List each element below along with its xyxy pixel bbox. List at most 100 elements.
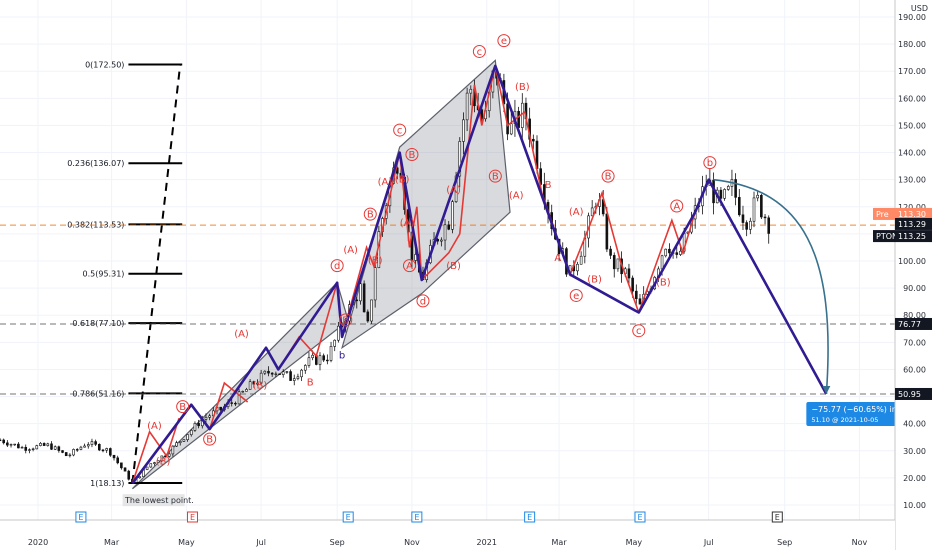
candle-body [337,325,340,341]
wave-label: (B) [156,456,171,467]
candle-body [53,446,57,450]
earnings-marker: E [186,511,198,523]
wave-label-circle [393,123,407,137]
premarket-tag-value: 113.30 [898,210,926,219]
earnings-marker: E [75,511,87,523]
wave-label: A [402,259,416,273]
candle-body [267,370,270,374]
lowest-point-bg [122,494,185,507]
candle-body [296,376,300,379]
candle-body [638,298,642,305]
wave-label: (B) [395,174,410,185]
wave-label-text: b [339,351,345,362]
candle-body [197,423,200,427]
candle-body [734,179,737,198]
candle [94,439,97,446]
projection-curve [713,178,829,395]
candle-body [458,141,462,177]
projection-box-bg [806,401,923,426]
price-tick-label: 180.00 [898,40,926,49]
last-close-tag: 113.29 [895,217,932,230]
candle-body [256,382,259,385]
candle [28,448,31,454]
wave-label: (A) [569,207,584,218]
candle-body [609,248,612,256]
earnings-marker-box [634,511,646,523]
candle-body [760,194,763,218]
wave-label-text: (A) [446,185,461,196]
candle [252,380,256,388]
earnings-marker-text: E [527,513,532,522]
candle [362,280,366,313]
candle [101,448,105,453]
earnings-marker: E [524,511,536,523]
candle-body [723,189,726,199]
wave-label: B [405,147,419,161]
candle-body [675,252,679,255]
time-tick-label: Nov [852,538,868,547]
wave-label-text: B [409,150,416,161]
candle [734,173,737,206]
earnings-marker-box [771,511,783,523]
candle-body [281,371,285,375]
candle [2,438,5,445]
candle-body [326,359,329,362]
candle-body [35,445,39,450]
candle-body [469,88,473,94]
candle [109,447,112,457]
price-tick-label: 40.00 [903,420,926,429]
candle-body [20,446,24,449]
candle [664,248,668,258]
candle [462,112,465,155]
candle [745,220,748,237]
projection-box: −75.77 (−60.65%) in 90d 51.10 @ 2021-10-0… [806,401,923,426]
wave-label: (A) [378,177,393,188]
earnings-marker: E [771,511,783,523]
candle [197,419,200,429]
candle [182,439,186,442]
candle [333,339,337,352]
price-axis-bg [895,0,932,550]
wave-label: (A) [234,329,249,340]
candle [248,379,252,390]
candle [68,453,72,458]
candle [156,460,160,463]
candle-body [94,441,97,445]
candle [300,368,303,381]
candle-body [668,248,671,254]
candle-body [72,449,75,456]
earnings-marker-box [524,511,536,523]
candle-body [153,462,156,464]
price-tick-label: 100.00 [898,257,926,266]
candle [289,369,292,381]
candle-body [366,311,370,322]
price-tick-label: 150.00 [898,121,926,130]
wave-label-text: (B) [515,82,530,93]
candle [138,476,142,479]
time-tick-label: May [626,538,643,547]
candle [726,184,730,191]
candle [296,373,300,381]
wave-label-text: B [342,315,349,326]
candle-body [745,222,748,230]
candle [234,401,237,407]
candle-body [178,441,182,443]
candle [167,451,171,458]
candle [469,85,473,106]
candle-body [635,290,638,300]
wave-label-text: (B) [587,275,602,286]
wave-label-text: B [605,172,612,183]
candle-body [46,443,50,446]
candle [281,369,285,378]
wave-label: (A) [343,245,358,256]
wave-label: B [203,432,217,446]
premarket-tag: Pre 113.30 [873,207,932,220]
candle-body [509,123,513,135]
candle-body [749,220,752,230]
candle-body [763,216,767,219]
candle-body [83,445,86,448]
wave-label-text: d [420,296,426,307]
